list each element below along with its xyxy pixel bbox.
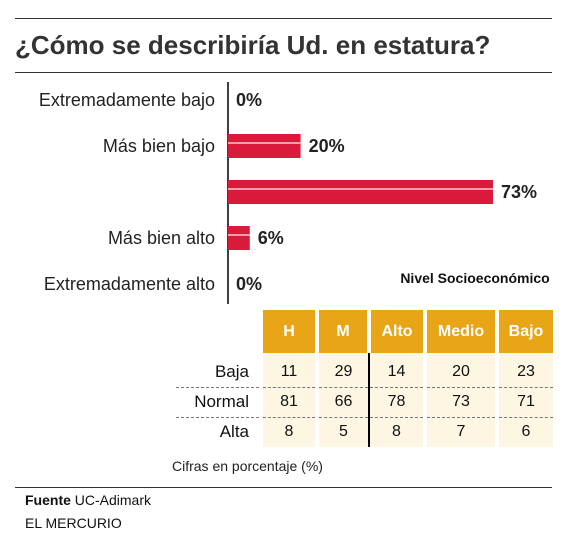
- value-label: 6%: [258, 228, 284, 248]
- row-label: Baja: [214, 361, 249, 381]
- table-cell: 5: [315, 416, 369, 447]
- category-label: Extremadamente bajo: [39, 90, 215, 110]
- source-line: Fuente UC-Adimark: [25, 492, 151, 508]
- table-cell: 73: [423, 386, 497, 417]
- table-row: Baja 11 29 14 20 23: [176, 353, 553, 387]
- table-row: Normal 81 66 78 73 71: [176, 386, 553, 417]
- table-note: Cifras en porcentaje (%): [172, 458, 323, 474]
- table-cell: 81: [259, 386, 317, 417]
- table-cell: 78: [368, 386, 425, 417]
- row-label: Alta: [176, 416, 261, 447]
- table-row: Alta 8 5 8 7 6: [176, 416, 553, 447]
- publisher-name: EL MERCURIO: [25, 515, 122, 531]
- bar: [228, 180, 493, 204]
- chart-title: ¿Cómo se describiría Ud. en estatura?: [15, 30, 491, 60]
- bar-highlight: [228, 188, 493, 190]
- source-value: UC-Adimark: [74, 492, 152, 508]
- bar-chart: Extremadamente bajo 0% Más bien bajo 20% 73%…: [39, 82, 537, 304]
- column-header: Bajo: [495, 310, 553, 353]
- table-cell: 20: [423, 353, 497, 387]
- table-cell: 14: [368, 353, 425, 387]
- table-cell: 66: [315, 386, 369, 417]
- table-cell: 29: [315, 353, 369, 387]
- row-label: Normal: [176, 386, 261, 417]
- table-header-row: H M Alto Medio Bajo: [176, 310, 553, 353]
- category-label: Más bien alto: [108, 228, 215, 248]
- column-header: M: [315, 310, 369, 353]
- table-cell: 23: [495, 353, 553, 387]
- value-label: 73%: [501, 182, 537, 202]
- bar-highlight: [228, 142, 301, 144]
- bar: [228, 134, 301, 158]
- survey-table: H M Alto Medio Bajo Baja 11 29 14 20 23 …: [176, 310, 553, 447]
- table-cell: 11: [259, 353, 317, 387]
- table-cell: 8: [368, 416, 425, 447]
- value-label: 20%: [309, 136, 345, 156]
- category-label: Extremadamente alto: [44, 274, 215, 294]
- column-header: Alto: [367, 310, 425, 353]
- table-cell: 7: [423, 416, 497, 447]
- table-cell: 8: [259, 416, 317, 447]
- category-label: Más bien bajo: [103, 136, 215, 156]
- value-label: 0%: [236, 274, 262, 294]
- top-rule: [15, 18, 552, 19]
- table-cell: 71: [495, 386, 553, 417]
- nivel-socioeconomico-heading: Nivel Socioeconómico: [400, 270, 550, 286]
- title-rule: [15, 72, 552, 73]
- column-header: Medio: [423, 310, 497, 353]
- column-header: H: [259, 310, 317, 353]
- value-label: 0%: [236, 90, 262, 110]
- footer-rule: [15, 487, 552, 488]
- bar-highlight: [228, 234, 250, 236]
- table-corner: [176, 310, 261, 353]
- bar: [228, 226, 250, 250]
- table-cell: 6: [495, 416, 553, 447]
- source-label: Fuente: [25, 492, 71, 508]
